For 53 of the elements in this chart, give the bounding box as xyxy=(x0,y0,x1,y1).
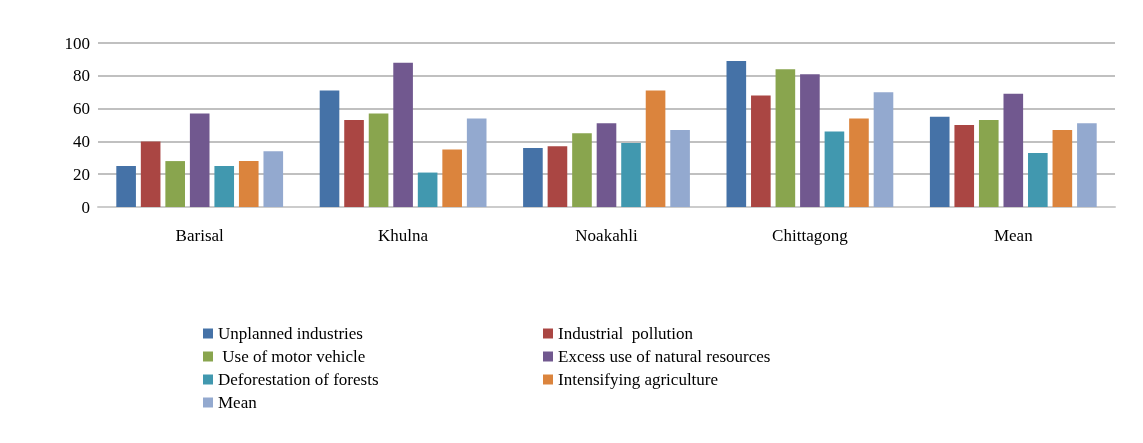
legend-label: Industrial pollution xyxy=(558,324,694,343)
y-tick-label: 80 xyxy=(73,66,90,86)
bar xyxy=(824,131,845,207)
bar xyxy=(1028,152,1048,207)
bar xyxy=(116,166,136,207)
bar xyxy=(873,92,894,207)
bar xyxy=(393,62,413,207)
bar xyxy=(726,61,747,207)
bar xyxy=(263,151,284,207)
y-tick-label: 40 xyxy=(73,131,90,151)
x-tick-label: Mean xyxy=(993,226,1034,245)
bar xyxy=(621,143,641,207)
bar xyxy=(547,146,568,207)
legend-label: Unplanned industries xyxy=(218,324,363,343)
bar xyxy=(238,161,259,207)
bar xyxy=(572,133,592,207)
bar xyxy=(645,90,666,207)
bar xyxy=(442,149,462,207)
bar xyxy=(596,123,617,207)
bar xyxy=(775,69,796,207)
bar xyxy=(189,113,210,207)
bar xyxy=(954,125,975,207)
bar xyxy=(1077,123,1097,207)
bar xyxy=(368,113,389,207)
bar xyxy=(319,90,340,207)
bar xyxy=(751,95,771,207)
bar xyxy=(165,161,185,207)
legend-label: Excess use of natural resources xyxy=(558,347,771,366)
bar xyxy=(344,120,364,207)
bar xyxy=(800,74,820,207)
bar xyxy=(1052,129,1073,207)
bar xyxy=(466,118,487,207)
legend-label: Use of motor vehicle xyxy=(218,347,366,366)
bar xyxy=(929,116,950,207)
x-tick-label: Khulna xyxy=(378,226,429,245)
legend-label: Mean xyxy=(218,393,258,412)
bar xyxy=(214,166,235,207)
x-tick-label: Barisal xyxy=(175,226,225,245)
y-tick-label: 0 xyxy=(81,197,90,217)
bar xyxy=(417,172,438,207)
y-tick-label: 60 xyxy=(73,99,90,119)
bar xyxy=(978,120,999,207)
legend-label: Intensifying agriculture xyxy=(558,370,719,389)
x-tick-label: Noakahli xyxy=(575,226,638,245)
y-tick-label: 100 xyxy=(64,33,90,53)
bar xyxy=(523,147,543,207)
legend-label: Deforestation of forests xyxy=(218,370,379,389)
x-tick-label: Chittagong xyxy=(772,226,849,245)
bar xyxy=(140,141,161,207)
bar xyxy=(849,118,869,207)
bar xyxy=(670,129,690,207)
y-tick-label: 20 xyxy=(73,164,90,184)
bar xyxy=(1003,93,1024,207)
